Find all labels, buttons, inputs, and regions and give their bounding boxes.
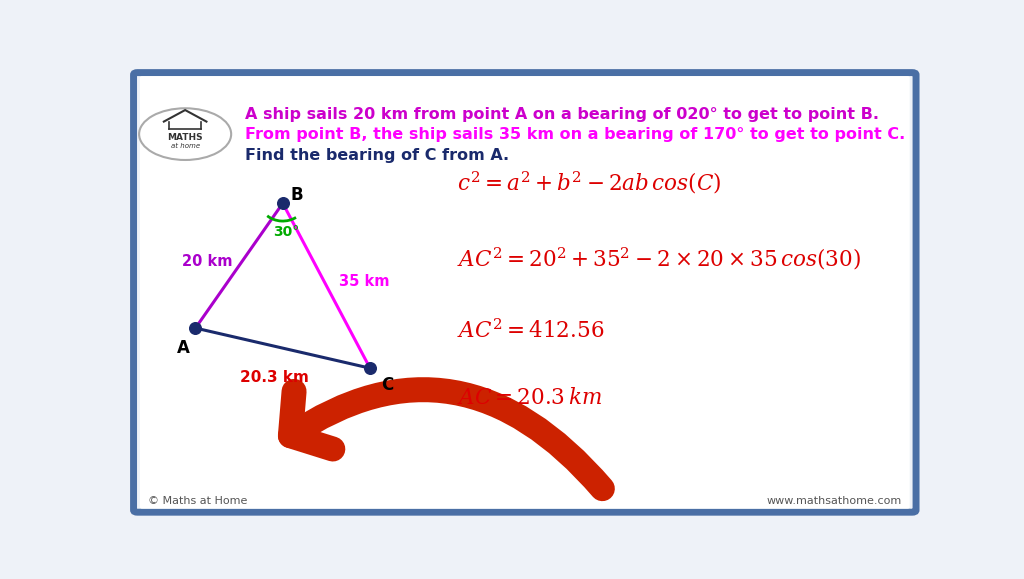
Text: 20 km: 20 km (182, 254, 232, 269)
FancyArrowPatch shape (291, 390, 602, 489)
Text: From point B, the ship sails 35 km on a bearing of 170° to get to point C.: From point B, the ship sails 35 km on a … (246, 127, 905, 142)
Text: C: C (381, 376, 393, 394)
Text: $AC^2 = 20^2 + 35^2 - 2 \times 20 \times 35\,cos(30)$: $AC^2 = 20^2 + 35^2 - 2 \times 20 \times… (458, 245, 861, 272)
Text: 30°: 30° (273, 225, 300, 239)
Point (274, 199, 291, 208)
Circle shape (139, 108, 231, 160)
Point (361, 364, 378, 373)
Text: Find the bearing of C from A.: Find the bearing of C from A. (246, 148, 510, 163)
Text: © Maths at Home: © Maths at Home (147, 496, 247, 506)
Text: $AC = 20.3\,km$: $AC = 20.3\,km$ (458, 387, 602, 408)
Text: $c^2 = a^2 + b^2 - 2ab\,cos(C)$: $c^2 = a^2 + b^2 - 2ab\,cos(C)$ (458, 170, 722, 196)
Text: $AC^2 = 412.56$: $AC^2 = 412.56$ (458, 318, 604, 342)
Text: 35 km: 35 km (339, 274, 390, 289)
Text: B: B (291, 186, 303, 204)
Text: MATHS: MATHS (167, 133, 203, 142)
FancyBboxPatch shape (133, 72, 916, 512)
Point (187, 324, 204, 333)
FancyBboxPatch shape (140, 76, 909, 508)
Text: A: A (177, 339, 190, 357)
Text: at home: at home (171, 142, 200, 149)
Text: 20.3 km: 20.3 km (241, 369, 309, 384)
Text: www.mathsathome.com: www.mathsathome.com (767, 496, 902, 506)
Text: A ship sails 20 km from point A on a bearing of 020° to get to point B.: A ship sails 20 km from point A on a bea… (246, 107, 880, 122)
